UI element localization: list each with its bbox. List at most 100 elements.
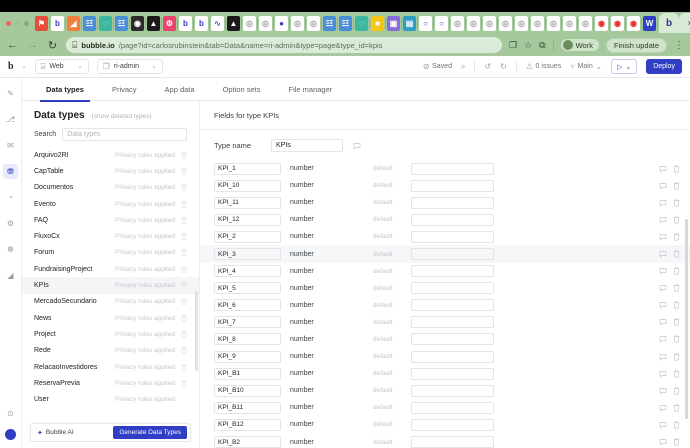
tab-icon-purple[interactable]: ▣ [387, 15, 400, 31]
type-name-input[interactable]: KPIs [271, 139, 343, 152]
site-info-icon[interactable]: ⌸ [72, 39, 78, 50]
tab-icon-doc3[interactable]: ☷ [323, 15, 336, 31]
trash-icon[interactable] [181, 200, 187, 208]
generate-data-types-button[interactable]: Generate Data Types [113, 426, 187, 439]
tab-icon-orange[interactable]: ◢ [67, 15, 80, 31]
redo-icon[interactable]: ↻ [500, 62, 507, 71]
user-avatar[interactable] [5, 429, 16, 440]
field-row[interactable]: KPI_5 number default [200, 280, 690, 297]
tab-icon-ring2[interactable]: ○ [435, 15, 448, 31]
field-row[interactable]: KPI_B2 number default [200, 434, 690, 448]
default-value-input[interactable] [411, 265, 494, 278]
undo-icon[interactable]: ↺ [484, 62, 492, 71]
trash-icon[interactable] [181, 347, 187, 354]
window-controls[interactable] [4, 20, 35, 26]
field-type-label[interactable]: number [290, 216, 314, 224]
comment-icon[interactable] [659, 387, 667, 395]
field-type-label[interactable]: number [290, 335, 314, 343]
maximize-window-button[interactable] [24, 20, 29, 26]
tab-icon-teal[interactable]: ▤ [403, 15, 416, 31]
branch-select[interactable]: ⑂ Main ⌄ [570, 62, 602, 71]
browser-menu-icon[interactable]: ⋮ [674, 39, 684, 51]
trash-icon[interactable] [181, 266, 187, 273]
data-type-row[interactable]: Project Privacy rules applied [22, 326, 199, 342]
field-type-label[interactable]: number [290, 267, 314, 275]
field-name-input[interactable]: KPI_11 [214, 196, 281, 209]
comment-icon[interactable] [659, 250, 667, 258]
comment-icon[interactable] [659, 182, 667, 190]
tab-icon-bubble2[interactable]: b [179, 15, 192, 31]
tab-icon-red2[interactable]: ◉ [611, 15, 624, 31]
trash-icon[interactable] [673, 404, 680, 412]
tab-file-manager[interactable]: File manager [275, 78, 347, 101]
extensions-icon[interactable]: ⧉ [539, 39, 546, 50]
tab-icon-dark2[interactable]: ▲ [147, 15, 160, 31]
field-type-label[interactable]: number [290, 353, 314, 361]
data-source-icon[interactable]: ✉ [7, 141, 14, 150]
field-name-input[interactable]: KPI_B11 [214, 401, 281, 414]
field-name-input[interactable]: KPI_B10 [214, 384, 281, 397]
tab-icon-gray2[interactable]: ◎ [259, 15, 272, 31]
field-row[interactable]: KPI_11 number default [200, 194, 690, 211]
comment-icon[interactable] [659, 404, 667, 412]
left-pane-scrollbar[interactable] [195, 291, 198, 371]
trash-icon[interactable] [673, 250, 680, 258]
trash-icon[interactable] [673, 335, 680, 343]
default-value-input[interactable] [411, 316, 494, 329]
data-type-row[interactable]: CapTable Privacy rules applied [22, 163, 199, 179]
field-name-input[interactable]: KPI_B1 [214, 367, 281, 380]
field-row[interactable]: KPI_B1 number default [200, 365, 690, 382]
data-types-list[interactable]: Arquivo2RI Privacy rules applied CapTable P… [22, 147, 199, 448]
trash-icon[interactable] [673, 182, 680, 190]
field-row[interactable]: KPI_1 number default [200, 160, 690, 177]
field-type-label[interactable]: number [290, 250, 314, 258]
tab-icon-gray[interactable]: ◎ [243, 15, 256, 31]
comment-icon[interactable] [659, 233, 667, 241]
tab-icon-gray4[interactable]: ◎ [307, 15, 320, 31]
trash-icon[interactable] [181, 184, 187, 191]
trash-icon[interactable] [673, 421, 680, 429]
field-row[interactable]: KPI_12 number default [200, 211, 690, 228]
field-row[interactable]: KPI_6 number default [200, 297, 690, 314]
tab-privacy[interactable]: Privacy [98, 78, 151, 101]
settings-icon[interactable]: ☸ [6, 245, 15, 254]
trash-icon[interactable] [673, 233, 680, 241]
field-type-label[interactable]: number [290, 404, 314, 412]
trash-icon[interactable] [181, 363, 187, 371]
field-type-label[interactable]: number [290, 370, 314, 378]
trash-icon[interactable] [673, 353, 680, 361]
field-name-input[interactable]: KPI_2 [214, 230, 281, 243]
data-type-row[interactable]: ReservaPrevia Privacy rules applied [22, 375, 199, 391]
tab-icon-yellow[interactable]: ■ [371, 15, 384, 31]
trash-icon[interactable] [673, 301, 680, 309]
tab-icon-swoosh[interactable]: ∿ [211, 15, 224, 31]
tab-icon-globe[interactable]: ◌ [99, 15, 112, 31]
comment-icon[interactable] [659, 301, 667, 310]
tab-icon-ring[interactable]: ○ [419, 15, 432, 31]
default-value-input[interactable] [411, 248, 494, 261]
field-row[interactable]: KPI_B10 number default [200, 382, 690, 399]
trash-icon[interactable] [181, 233, 187, 240]
field-name-input[interactable]: KPI_8 [214, 333, 281, 346]
trash-icon[interactable] [673, 438, 680, 446]
field-row[interactable]: KPI_9 number default [200, 348, 690, 365]
default-value-input[interactable] [411, 213, 494, 226]
comment-icon[interactable] [659, 165, 667, 173]
field-row[interactable]: KPI_B11 number default [200, 399, 690, 416]
trash-icon[interactable] [181, 217, 187, 224]
data-type-row[interactable]: FundraisingProject Privacy rules applied [22, 261, 199, 277]
tab-icon-doc2[interactable]: ☷ [115, 15, 128, 31]
field-name-input[interactable]: KPI_1 [214, 162, 281, 175]
field-row[interactable]: KPI_10 number default [200, 177, 690, 194]
tab-icon-flag[interactable]: ⚑ [35, 15, 48, 31]
reload-icon[interactable]: ↻ [47, 39, 58, 52]
field-type-label[interactable]: number [290, 438, 314, 446]
default-value-input[interactable] [411, 179, 494, 192]
field-type-label[interactable]: number [290, 233, 314, 241]
comment-icon[interactable] [659, 284, 667, 292]
field-name-input[interactable]: KPI_12 [214, 213, 281, 226]
field-type-label[interactable]: number [290, 387, 314, 395]
page-select[interactable]: ❐ ri-admin ⌄ [96, 59, 163, 74]
tab-icon-gray7[interactable]: ◎ [483, 15, 496, 31]
search-input[interactable]: Data types [62, 128, 187, 141]
